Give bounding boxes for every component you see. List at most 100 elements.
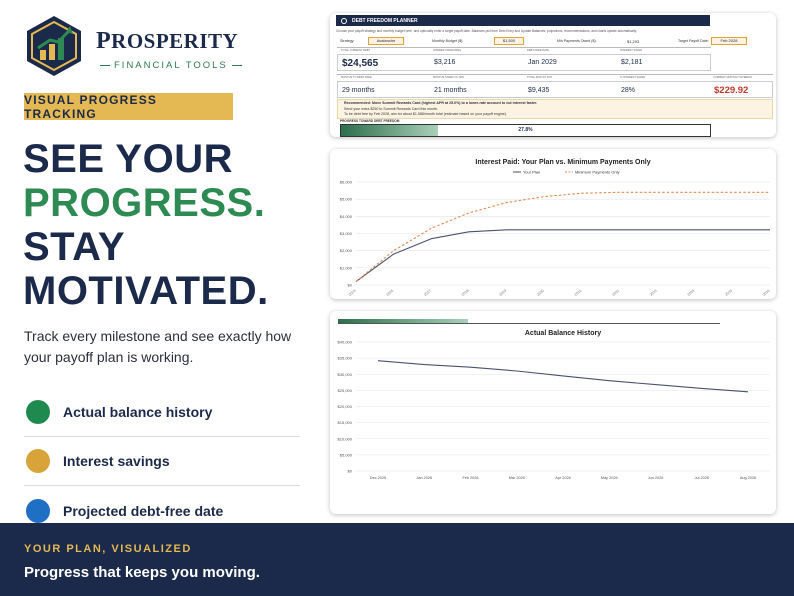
budget-label: Monthly Budget ($): (432, 39, 464, 43)
y-tick-label: $25,000 (338, 388, 353, 393)
x-tick-label: Apr 2026 (555, 476, 570, 480)
headline-line-1: SEE YOUR (23, 137, 233, 181)
target-date-input[interactable]: Feb 2028 (711, 37, 747, 45)
metrics-row-2-labels: MONTHS TO DEBT FREE MONTHS SAVED VS. MIN… (337, 74, 773, 80)
target-date-label: Target Payoff Date: (678, 39, 709, 43)
y-tick-label: $35,000 (338, 356, 353, 361)
x-tick-label: 2029 (498, 289, 507, 297)
x-tick-label: 2031 (574, 289, 583, 297)
x-tick-label: Dec 2025 (370, 476, 386, 480)
x-tick-label: Jun 2026 (648, 476, 664, 480)
y-tick-label: $0 (348, 283, 353, 288)
x-tick-label: 2028 (461, 289, 470, 297)
metrics-row-1-labels: TOTAL CURRENT DEBT INTEREST REMAINING DE… (337, 47, 711, 53)
months-to-debt-free-value: 29 months (342, 87, 375, 94)
x-tick-label: 2035 (724, 289, 733, 297)
metric-label: INTEREST SAVED (620, 49, 643, 52)
legend-label: Your Plan (523, 170, 540, 175)
x-tick-label: 2030 (536, 289, 545, 297)
interest-paid-chart: Interest Paid: Your Plan vs. Minimum Pay… (340, 159, 771, 297)
recommendation-line-3: To be debt free by Feb 2028, aim for abo… (344, 112, 507, 116)
y-tick-label: $5,000 (340, 197, 353, 202)
feature-item: Actual balance history (24, 388, 300, 437)
recommendation-box: Recommended: Move Summit Rewards Card (h… (337, 99, 773, 119)
chart-title: Interest Paid: Your Plan vs. Minimum Pay… (475, 159, 650, 166)
feature-label: Actual balance history (63, 404, 213, 420)
feature-list: Actual balance history Interest savings … (24, 388, 300, 535)
interest-remaining-value: $3,216 (434, 59, 456, 66)
y-tick-label: $6,000 (340, 180, 353, 185)
metrics-row-2: 29 months 21 months $9,435 28% $229.92 (337, 81, 773, 98)
metric-label: TOTAL PAID SO FAR (527, 76, 552, 79)
y-tick-label: $0 (348, 469, 353, 474)
legend-label: Minimum Payments Only (575, 170, 619, 175)
debt-freedom-progress-bar: 27.8% (340, 124, 711, 137)
brand-name: PROSPERITY (96, 28, 239, 54)
metrics-row-1: $24,565 $3,216 Jan 2029 $2,181 (337, 54, 711, 71)
percent-interest-saved-value: 28% (621, 87, 636, 94)
brand-logo: PROSPERITY FINANCIAL TOOLS (24, 14, 254, 78)
green-dot-icon (26, 400, 50, 424)
footer-kicker: YOUR PLAN, VISUALIZED (24, 543, 192, 555)
progress-label: PROGRESS TOWARD DEBT FREEDOM (340, 119, 400, 123)
x-tick-label: 2036 (762, 289, 771, 297)
x-tick-label: Mar 2026 (509, 476, 525, 480)
brand-tagline: FINANCIAL TOOLS (96, 60, 244, 71)
strategy-label: Strategy: (340, 39, 355, 43)
y-tick-label: $2,000 (340, 248, 353, 253)
metric-label: % INTEREST SAVED (620, 76, 646, 79)
y-tick-label: $4,000 (340, 214, 353, 219)
planner-title: DEBT FREEDOM PLANNER (352, 17, 418, 24)
progress-strip-fill (338, 319, 468, 323)
min-payments-label: Min Payments Owed ($): (557, 39, 597, 43)
recommendation-line-2: Send your extra $250 to Summit Rewards C… (344, 107, 439, 111)
feature-item: Projected debt-free date (24, 486, 300, 535)
interest-chart-card: Interest Paid: Your Plan vs. Minimum Pay… (330, 149, 776, 299)
y-tick-label: $30,000 (338, 372, 353, 377)
interest-saved-value: $2,181 (621, 59, 643, 66)
progress-strip (338, 319, 720, 324)
budget-input[interactable]: $1,500 (494, 37, 524, 45)
hexagon-chart-logo-icon (27, 16, 81, 76)
metric-label: INTEREST REMAINING (433, 49, 462, 52)
x-tick-label: 2025 (348, 289, 357, 297)
headline-line-4: MOTIVATED. (23, 269, 269, 313)
months-saved-value: 21 months (434, 87, 467, 94)
y-tick-label: $1,000 (340, 265, 353, 270)
metric-label: DEBT-FREE DATE (527, 49, 550, 52)
x-tick-label: 2027 (423, 289, 432, 297)
y-tick-label: $40,000 (338, 340, 353, 345)
min-payments-value: $1,293 (627, 39, 640, 44)
metric-label: CURRENT MONTHLY INTEREST (713, 76, 753, 79)
footer-tagline: Progress that keeps you moving. (24, 564, 260, 581)
y-tick-label: $10,000 (338, 436, 353, 441)
y-tick-label: $15,000 (338, 420, 353, 425)
planner-card: DEBT FREEDOM PLANNER Choose your payoff … (330, 13, 776, 137)
metric-label: MONTHS TO DEBT FREE (341, 76, 372, 79)
series-line (377, 360, 749, 393)
x-tick-label: Jan 2026 (416, 476, 432, 480)
chart-title: Actual Balance History (525, 330, 601, 337)
y-tick-label: $20,000 (338, 404, 353, 409)
series-line (355, 191, 770, 283)
debt-free-date-value: Jan 2029 (528, 59, 557, 66)
balance-history-chart: Actual Balance History $0 $5,000 $10,000 $15… (338, 330, 770, 480)
progress-percent: 27.8% (518, 127, 533, 133)
progress-fill (341, 125, 439, 136)
total-paid-value: $9,435 (528, 87, 550, 94)
headline: SEE YOUR PROGRESS. STAY MOTIVATED. (23, 137, 269, 313)
planner-title-bar: DEBT FREEDOM PLANNER (336, 15, 710, 26)
x-tick-label: May 2026 (601, 476, 618, 480)
series-line (355, 229, 770, 283)
x-tick-label: 2033 (649, 289, 658, 297)
subtext: Track every milestone and see exactly ho… (24, 328, 292, 365)
feature-label: Interest savings (63, 453, 170, 469)
total-debt-value: $24,565 (342, 58, 379, 69)
strategy-select[interactable]: Avalanche (368, 37, 404, 45)
headline-line-2: PROGRESS. (23, 181, 266, 225)
y-tick-label: $3,000 (340, 231, 353, 236)
x-tick-label: 2026 (386, 289, 395, 297)
planner-description: Choose your payoff strategy and monthly … (336, 29, 637, 33)
feature-item: Interest savings (24, 437, 300, 486)
x-tick-label: Jul 2026 (695, 476, 709, 480)
